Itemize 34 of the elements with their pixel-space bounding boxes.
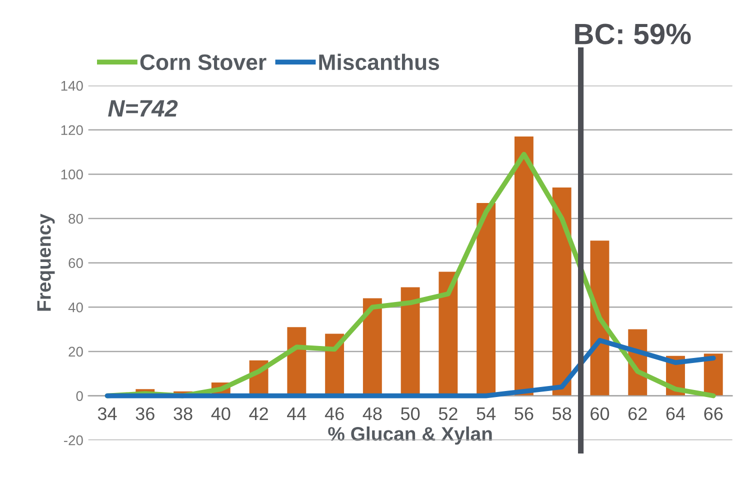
- bar: [514, 136, 534, 396]
- x-tick-label: 40: [211, 407, 230, 420]
- x-tick-label: 54: [476, 408, 496, 420]
- x-tick-label: 60: [590, 407, 610, 420]
- x-tick-label: 42: [249, 407, 268, 420]
- x-tick-label: 66: [704, 407, 723, 420]
- y-tick-label: 60: [68, 258, 83, 268]
- y-tick-label: -20: [64, 435, 83, 446]
- x-tick-label: 48: [362, 407, 382, 420]
- x-tick-label: 36: [136, 407, 154, 420]
- x-tick-label: 56: [514, 407, 534, 420]
- x-tick-label: 50: [401, 407, 420, 420]
- x-tick-label: 38: [174, 407, 192, 420]
- x-tick-label: 58: [552, 407, 572, 420]
- x-tick-label: 46: [324, 407, 344, 420]
- legend-label: Miscanthus: [319, 54, 440, 70]
- x-tick-label: 64: [666, 407, 686, 420]
- y-tick-label: 140: [61, 80, 83, 91]
- legend-label: Corn Stover: [140, 54, 266, 70]
- line-series: [104, 338, 716, 398]
- ref-line-label: BC: 59%: [575, 24, 691, 44]
- y-tick-label: 20: [68, 346, 83, 357]
- bar: [552, 188, 572, 396]
- y-tick-label: 120: [61, 125, 83, 136]
- y-tick-label: 80: [68, 214, 83, 224]
- x-tick-label: 62: [628, 407, 647, 420]
- x-tick-label: 44: [287, 408, 306, 420]
- y-tick-label: 0: [76, 391, 83, 401]
- y-axis-title: Frequency: [37, 214, 55, 311]
- y-tick-label: 40: [68, 302, 83, 312]
- x-tick-label: 34: [98, 407, 117, 420]
- y-tick-label: 100: [61, 170, 83, 180]
- x-tick-label: 52: [438, 407, 458, 420]
- annotation: N=742: [108, 100, 178, 116]
